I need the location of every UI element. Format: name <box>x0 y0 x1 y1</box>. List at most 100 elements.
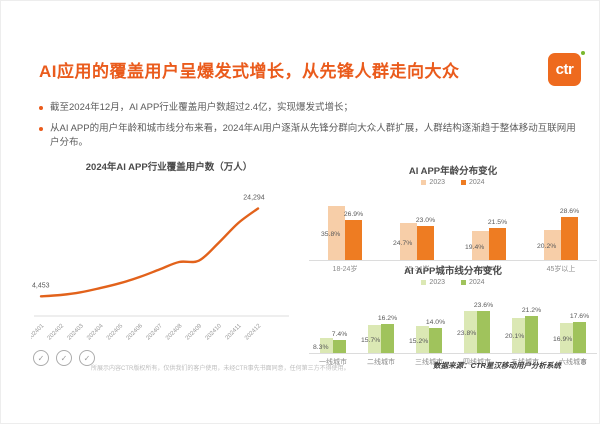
bar-value-label: 15.7% <box>361 337 381 345</box>
bar-2023-18-24岁 <box>328 206 345 260</box>
city-chart-axis <box>309 353 597 354</box>
bar-2024-五线城市 <box>525 315 538 353</box>
age-chart-categories: 18-24岁 25-34岁 35-44岁 45岁以上 <box>309 264 597 274</box>
city-chart-legend: 2023 2024 <box>309 279 597 286</box>
bar-2023-二线城市 <box>368 325 381 353</box>
age-chart-legend: 2023 2024 <box>309 179 597 186</box>
x-tick-label: 202410 <box>205 323 224 342</box>
category-label: 三线城市 <box>415 359 443 366</box>
trend-line <box>39 207 260 298</box>
legend-swatch-icon <box>421 280 427 285</box>
bar-value-label: 20.2% <box>537 242 557 250</box>
x-tick-label: 202412 <box>244 323 263 342</box>
bar-group-四线城市: 23.8% 23.6% <box>457 302 493 353</box>
bar-cell: 16.9% 17.6% <box>549 300 597 353</box>
bullet-dot-icon <box>39 126 43 131</box>
bar-2024-25-34岁 <box>417 225 434 260</box>
category-label: 18-24岁 <box>332 266 358 273</box>
x-tick-label: 202408 <box>165 323 184 342</box>
first-point-label: 4,453 <box>32 282 50 289</box>
legend-swatch-icon <box>461 180 466 185</box>
legend-item-2023: 2023 <box>421 179 445 186</box>
stamp-seal-icon: ✓ <box>79 350 95 366</box>
bullet-dot-icon <box>39 106 43 110</box>
age-chart-title: AI APP年龄分布变化 <box>408 166 498 177</box>
category-label: 一线城市 <box>319 359 347 366</box>
certification-stamps: ✓ ✓ ✓ <box>33 350 95 366</box>
x-tick-label: 202409 <box>185 323 204 342</box>
bar-cell: 19.4% 21.5% <box>453 200 525 260</box>
bar-value-label: 28.6% <box>559 208 580 216</box>
bar-group-一线城市: 8.3% 7.4% <box>313 331 347 353</box>
category-label: 二线城市 <box>367 359 395 366</box>
bar-value-label: 8.3% <box>313 343 329 351</box>
bar-2024-一线城市 <box>333 339 346 353</box>
bar-2024-三线城市 <box>429 328 442 353</box>
legend-item-2024: 2024 <box>461 179 485 186</box>
bullet-text: 截至2024年12月，AI APP行业覆盖用户数超过2.4亿，实现爆发式增长； <box>50 102 354 113</box>
bar-2024-六线城市 <box>573 321 586 353</box>
bar-chart-city-tier-distribution: AI APP城市线分布变化 2023 2024 8.3% 7.4% 15.7% 16.2… <box>309 263 597 366</box>
line-chart-title: 2024年AI APP行业覆盖用户数（万人） <box>85 162 253 173</box>
bar-value-label: 23.0% <box>415 216 436 224</box>
x-tick-label: 202401 <box>31 323 46 342</box>
bar-value-label: 16.2% <box>377 315 398 323</box>
bar-group-45岁以上: 20.2% 28.6% <box>537 208 579 260</box>
last-point-label: 24,294 <box>243 194 265 201</box>
legend-label: 2023 <box>429 179 445 186</box>
stamp-seal-icon: ✓ <box>56 350 72 366</box>
bar-cell: 23.8% 23.6% <box>453 300 501 353</box>
bar-2024-18-24岁 <box>345 219 362 260</box>
legend-item-2024: 2024 <box>461 279 485 286</box>
bullet-item: 截至2024年12月，AI APP行业覆盖用户数超过2.4亿，实现爆发式增长； <box>39 101 577 116</box>
legend-item-2023: 2023 <box>421 279 445 286</box>
legend-label: 2023 <box>429 279 445 286</box>
bar-group-18-24岁: 35.8% 26.9% <box>321 206 364 260</box>
bar-value-label: 19.4% <box>465 243 485 251</box>
bar-value-label: 21.5% <box>487 218 508 226</box>
bar-2024-二线城市 <box>381 324 394 353</box>
bar-value-label: 17.6% <box>569 312 590 320</box>
bar-value-label: 16.9% <box>553 336 573 344</box>
bar-value-label: 15.2% <box>409 337 429 345</box>
bar-chart-age-distribution: AI APP年龄分布变化 2023 2024 35.8% 26.9% 24.7% 23.… <box>309 163 597 273</box>
x-tick-label: 202403 <box>67 323 86 342</box>
ctr-logo-text: ctr <box>555 61 574 78</box>
legend-swatch-icon <box>421 180 427 185</box>
bar-2024-45岁以上 <box>561 217 578 260</box>
bar-value-label: 35.8% <box>321 231 341 239</box>
bullet-item: 从AI APP的用户年龄和城市线分布来看，2024年AI用户逐渐从先锋分群向大众… <box>39 122 577 151</box>
bar-2024-35-44岁 <box>489 227 506 260</box>
bar-2024-四线城市 <box>477 311 490 353</box>
bar-value-label: 20.1% <box>505 333 525 341</box>
bar-cell: 24.7% 23.0% <box>381 200 453 260</box>
bar-value-label: 23.8% <box>457 330 477 337</box>
x-tick-label: 202411 <box>225 323 244 342</box>
city-chart-categories: 一线城市 二线城市 三线城市 四线城市 五线城市 六线城市 <box>309 357 597 367</box>
bar-cell: 15.7% 16.2% <box>357 300 405 353</box>
bar-value-label: 24.7% <box>393 239 413 247</box>
city-chart-plot: 8.3% 7.4% 15.7% 16.2% 15.2% 14.0% 23.8% 23.6% 20… <box>309 300 597 353</box>
x-tick-label: 202404 <box>86 323 105 342</box>
age-chart-plot: 35.8% 26.9% 24.7% 23.0% 19.4% 21.5% 20.2% 28.6% <box>309 200 597 260</box>
copyright-disclaimer: 所展示内容CTR版权所有，仅供我们的客户使用，未经CTR事先书面同意，任何第三方… <box>91 366 350 372</box>
data-source-note: 数据来源：CTR星汉移动用户分析系统 <box>433 361 561 370</box>
bar-2023-三线城市 <box>416 326 429 353</box>
bar-2023-五线城市 <box>512 317 525 353</box>
x-tick-label: 202407 <box>145 323 164 342</box>
bullet-list: 截至2024年12月，AI APP行业覆盖用户数超过2.4亿，实现爆发式增长； … <box>39 101 577 157</box>
category-label: 45岁以上 <box>546 266 576 273</box>
bar-2023-45岁以上 <box>544 229 561 260</box>
category-label: 五线城市 <box>511 359 539 366</box>
bar-2023-25-34岁 <box>400 223 417 260</box>
bar-value-label: 14.0% <box>425 319 446 327</box>
bullet-text: 从AI APP的用户年龄和城市线分布来看，2024年AI用户逐渐从先锋分群向大众… <box>50 122 576 149</box>
category-label: 35-44岁 <box>476 266 502 273</box>
logo-trademark-dot <box>581 51 585 55</box>
bar-group-六线城市: 16.9% 17.6% <box>553 313 589 353</box>
city-chart-title: AI APP城市线分布变化 <box>404 266 502 277</box>
x-tick-label: 202406 <box>126 323 145 342</box>
line-chart-industry-users: 2024年AI APP行业覆盖用户数（万人） 4,453 24,294 202401… <box>31 159 307 351</box>
bar-value-label: 26.9% <box>343 210 364 218</box>
